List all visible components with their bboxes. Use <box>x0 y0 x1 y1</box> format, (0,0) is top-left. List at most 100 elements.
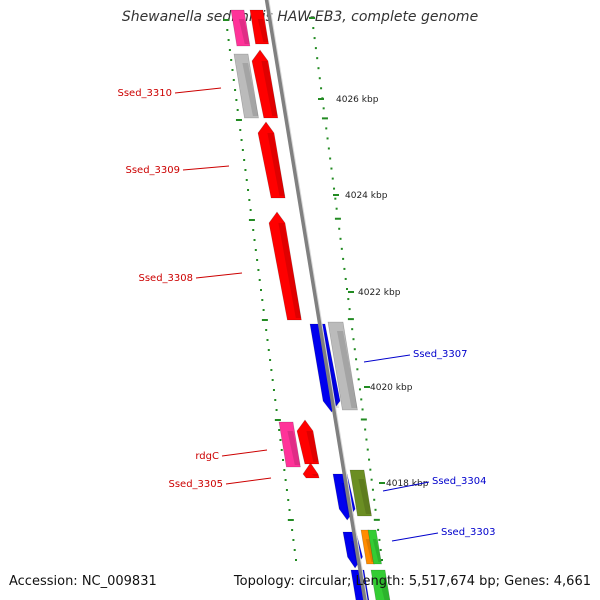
tick-mark-inner <box>316 57 319 60</box>
tick-mark-outer <box>295 559 297 561</box>
tick-mark-inner <box>379 548 382 551</box>
scale-major-tick <box>318 98 324 100</box>
gene-red-3309-shade <box>267 133 286 196</box>
gene-green-3303-shade <box>372 539 382 562</box>
gene-gray-3310 <box>233 53 259 119</box>
tick-mark-inner <box>377 528 380 531</box>
scale-label: 4026 kbp <box>336 95 379 105</box>
tick-mark-outer <box>278 429 281 431</box>
tick-mark-outer <box>265 329 268 331</box>
tick-mark-inner <box>314 47 317 50</box>
tick-mark-outer <box>269 359 272 361</box>
gene-label: Ssed_3309 <box>125 165 180 176</box>
tick-mark-outer <box>234 89 237 91</box>
tick-mark-inner <box>339 237 342 240</box>
scale-label: 4018 kbp <box>386 479 429 489</box>
tick-mark-outer <box>244 169 247 171</box>
gene-label: Ssed_3308 <box>138 273 193 284</box>
tick-mark-inner <box>378 538 381 541</box>
tick-mark-outer <box>283 469 286 471</box>
gene-label: Ssed_3310 <box>117 88 172 99</box>
tick-mark-inner <box>330 167 333 170</box>
gene-gray-3307-shade <box>337 331 358 408</box>
tick-mark-outer <box>271 379 274 381</box>
tick-mark-outer <box>241 149 244 151</box>
tick-mark-outer <box>282 459 285 461</box>
scale-label: 4020 kbp <box>370 383 413 393</box>
tick-mark-outer <box>262 309 265 311</box>
tick-mark-inner <box>347 298 350 301</box>
gene-red-3305b-shade <box>311 474 320 476</box>
tick-mark-inner <box>325 127 328 130</box>
tick-mark-outer <box>256 259 259 261</box>
tick-mark-inner <box>365 438 368 441</box>
tick-mark-inner <box>344 277 347 280</box>
tick-mark-inner <box>348 308 351 311</box>
scale-major-tick <box>364 386 370 388</box>
gene-red-3308 <box>268 211 302 321</box>
tick-mark-outer <box>245 179 248 181</box>
tick-mark-outer <box>243 159 246 161</box>
tick-mark-inner <box>381 559 383 561</box>
gene-label: Ssed_3304 <box>432 476 487 487</box>
tick-mark-outer <box>223 19 229 21</box>
gene-pink-top <box>230 9 251 47</box>
tick-mark-outer <box>284 479 287 481</box>
tick-mark-outer <box>239 129 242 131</box>
tick-mark-inner <box>334 217 341 220</box>
gene-gray-3307 <box>327 321 358 411</box>
tick-mark-inner <box>335 207 338 210</box>
tick-mark-outer <box>291 529 294 531</box>
tick-mark-outer <box>287 499 290 501</box>
gene-label-leader <box>174 87 222 94</box>
gene-label-leader <box>391 532 439 542</box>
tick-mark-inner <box>329 157 332 160</box>
tick-mark-outer <box>292 539 295 541</box>
tick-mark-inner <box>373 498 376 501</box>
gene-pink-top-shade <box>238 19 250 44</box>
gene-label: Ssed_3307 <box>413 349 468 360</box>
scale-major-tick <box>333 194 339 196</box>
gene-label: Ssed_3305 <box>168 479 223 490</box>
tick-mark-inner <box>366 448 369 451</box>
tick-mark-inner <box>340 247 343 250</box>
tick-mark-inner <box>370 478 373 481</box>
tick-mark-outer <box>249 209 252 211</box>
gene-label-leader <box>225 477 272 485</box>
tick-mark-outer <box>272 389 275 391</box>
tick-mark-inner <box>333 187 336 190</box>
tick-mark-outer <box>235 119 242 121</box>
tick-mark-outer <box>293 549 296 551</box>
gene-red-3308-shade <box>278 223 302 318</box>
gene-red-top-shade <box>257 19 269 42</box>
scale-label: 4024 kbp <box>345 191 388 201</box>
tick-mark-inner <box>364 428 367 431</box>
tick-mark-outer <box>287 519 294 521</box>
tick-mark-outer <box>236 109 239 111</box>
tick-mark-inner <box>318 77 321 80</box>
tick-mark-outer <box>253 239 256 241</box>
tick-mark-inner <box>313 37 316 40</box>
tick-mark-outer <box>228 49 231 51</box>
tick-mark-inner <box>322 107 325 110</box>
tick-mark-outer <box>232 79 235 81</box>
tick-mark-outer <box>288 509 291 511</box>
gene-gray-3310-shade <box>242 63 259 116</box>
tick-mark-outer <box>231 69 234 71</box>
tick-mark-outer <box>274 419 281 421</box>
tick-mark-inner <box>374 508 377 511</box>
tick-mark-inner <box>346 288 348 290</box>
tick-mark-inner <box>351 328 354 331</box>
tick-mark-inner <box>317 67 320 70</box>
tick-mark-inner <box>353 348 356 351</box>
tick-mark-outer <box>240 139 243 141</box>
tick-mark-inner <box>369 468 372 471</box>
tick-mark-outer <box>261 299 264 301</box>
scale-major-tick <box>379 482 385 484</box>
gene-label-leader <box>195 272 243 279</box>
backbone-highlight <box>268 0 368 600</box>
tick-mark-outer <box>280 449 283 451</box>
gene-label: rdgC <box>195 451 219 462</box>
